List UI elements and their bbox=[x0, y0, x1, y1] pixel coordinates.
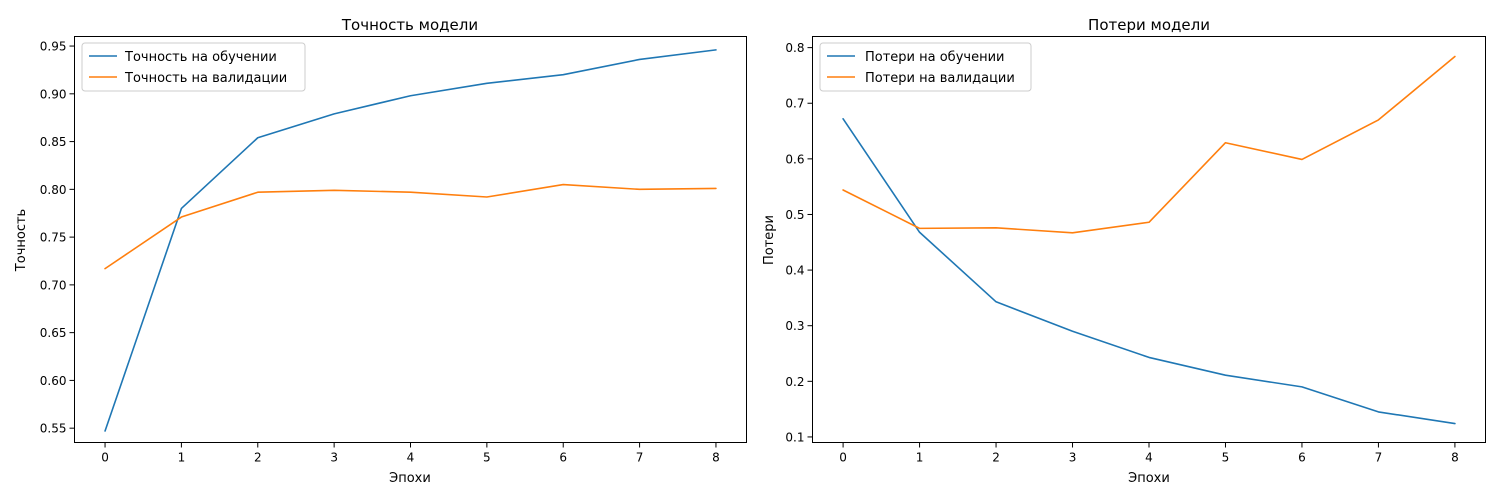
y-ticks: 0.55 0.60 0.65 0.70 0.75 0.80 0.85 0.90 0.95 bbox=[40, 40, 75, 436]
series-line-train bbox=[104, 49, 717, 432]
y-tick-label: 0.3 bbox=[785, 319, 804, 333]
series-line-train bbox=[842, 118, 1456, 425]
x-tick-label: 5 bbox=[1222, 451, 1230, 465]
x-tick-label: 7 bbox=[636, 451, 644, 465]
x-tick-label: 2 bbox=[992, 451, 1000, 465]
x-tick-label: 0 bbox=[101, 451, 109, 465]
series-lines bbox=[104, 49, 717, 432]
y-axis-label: Точность bbox=[14, 209, 29, 272]
y-tick-label: 0.85 bbox=[40, 135, 67, 149]
legend-entry-validation: Точность на валидации bbox=[124, 71, 287, 86]
legend: Точность на обучении Точность на валидац… bbox=[81, 42, 306, 92]
legend: Потери на обучении Потери на валидации bbox=[819, 42, 1032, 92]
legend-box bbox=[819, 42, 1032, 92]
x-tick-label: 0 bbox=[839, 451, 847, 465]
y-tick-label: 0.1 bbox=[785, 430, 804, 444]
y-tick-label: 0.5 bbox=[785, 208, 804, 222]
y-tick-label: 0.6 bbox=[785, 152, 804, 166]
chart-title: Потери модели bbox=[1088, 16, 1210, 34]
y-ticks: 0.1 0.2 0.3 0.4 0.5 0.6 0.7 0.8 bbox=[785, 41, 813, 444]
y-tick-label: 0.4 bbox=[785, 264, 804, 278]
x-tick-label: 6 bbox=[1298, 451, 1306, 465]
y-tick-label: 0.70 bbox=[40, 278, 67, 292]
y-tick-label: 0.80 bbox=[40, 183, 67, 197]
y-tick-label: 0.75 bbox=[40, 231, 67, 245]
y-tick-label: 0.7 bbox=[785, 97, 804, 111]
legend-entry-validation: Потери на валидации bbox=[865, 71, 1015, 86]
x-tick-label: 1 bbox=[178, 451, 186, 465]
legend-entry-train: Точность на обучении bbox=[124, 50, 277, 65]
x-tick-label: 4 bbox=[407, 451, 415, 465]
y-tick-label: 0.90 bbox=[40, 87, 67, 101]
y-tick-label: 0.8 bbox=[785, 41, 804, 55]
x-axis-label: Эпохи bbox=[389, 471, 431, 486]
x-tick-label: 2 bbox=[254, 451, 262, 465]
y-tick-label: 0.95 bbox=[40, 40, 67, 54]
x-tick-label: 8 bbox=[1451, 451, 1459, 465]
x-tick-label: 8 bbox=[712, 451, 720, 465]
x-tick-label: 5 bbox=[483, 451, 491, 465]
x-axis-label: Эпохи bbox=[1128, 471, 1170, 486]
y-axis-label: Потери bbox=[762, 215, 777, 265]
chart-title: Точность модели bbox=[341, 16, 478, 34]
x-tick-label: 6 bbox=[559, 451, 567, 465]
x-tick-label: 3 bbox=[1069, 451, 1077, 465]
plot-frame bbox=[812, 36, 1486, 443]
x-tick-label: 1 bbox=[916, 451, 924, 465]
legend-box bbox=[81, 42, 306, 92]
series-line-validation bbox=[842, 55, 1456, 234]
x-tick-label: 3 bbox=[330, 451, 338, 465]
x-ticks: 0 1 2 3 4 5 6 7 8 bbox=[839, 442, 1459, 465]
plot-frame bbox=[74, 36, 747, 443]
series-line-validation bbox=[104, 183, 717, 270]
y-tick-label: 0.2 bbox=[785, 375, 804, 389]
y-tick-label: 0.60 bbox=[40, 374, 67, 388]
legend-entry-train: Потери на обучении bbox=[865, 50, 1004, 65]
x-tick-label: 4 bbox=[1145, 451, 1153, 465]
x-ticks: 0 1 2 3 4 5 6 7 8 bbox=[101, 442, 720, 465]
x-tick-label: 7 bbox=[1375, 451, 1383, 465]
y-tick-label: 0.65 bbox=[40, 326, 67, 340]
series-lines bbox=[842, 55, 1456, 425]
y-tick-label: 0.55 bbox=[40, 422, 67, 436]
